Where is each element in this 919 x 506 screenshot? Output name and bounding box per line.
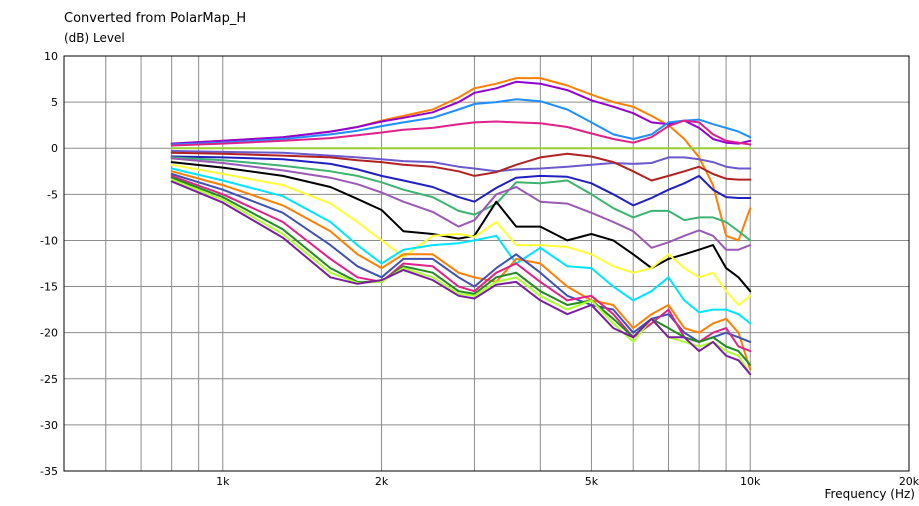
series-line-2 [170,80,752,145]
y-tick-label: -15 [40,281,58,294]
tick-labels: 10 5 0 -5 -10 -15 -20 -25 -30 -35 1k 2k 5k 10k 20k [40,50,919,488]
x-tick-label: 1k [216,475,230,488]
x-tick-label: 2k [375,475,389,488]
chart-title: Converted from PolarMap_H [64,11,247,26]
y-axis-label: (dB) Level [64,31,125,45]
y-tick-label: -10 [40,234,58,247]
series-group [170,77,752,376]
y-tick-label: 10 [44,50,58,63]
series-line-4 [170,119,752,147]
y-tick-label: 0 [51,142,58,155]
y-tick-label: -5 [47,188,58,201]
series-line-11 [170,161,752,293]
y-tick-label: -35 [40,465,58,478]
series-line-6 [170,150,752,173]
series-line-14 [170,170,752,371]
series-line-10 [170,157,752,251]
series-line-19 [170,180,752,376]
series-line-12 [170,163,752,306]
x-tick-label: 20k [899,475,919,488]
y-tick-label: -20 [40,327,58,340]
y-tick-label: -30 [40,419,58,432]
x-axis-label: Frequency (Hz) [824,487,916,501]
series-line-9 [170,156,752,242]
x-tick-label: 5k [585,475,599,488]
series-line-18 [170,178,752,376]
x-tick-label: 10k [740,475,761,488]
plot-frame [63,55,910,472]
series-line-17 [170,176,752,366]
series-line-8 [170,155,752,207]
y-tick-label: -25 [40,373,58,386]
series-line-3 [170,98,752,146]
series-line-13 [170,167,752,325]
series-line-7 [170,151,752,182]
y-tick-label: 5 [51,96,58,109]
grid [64,55,909,472]
